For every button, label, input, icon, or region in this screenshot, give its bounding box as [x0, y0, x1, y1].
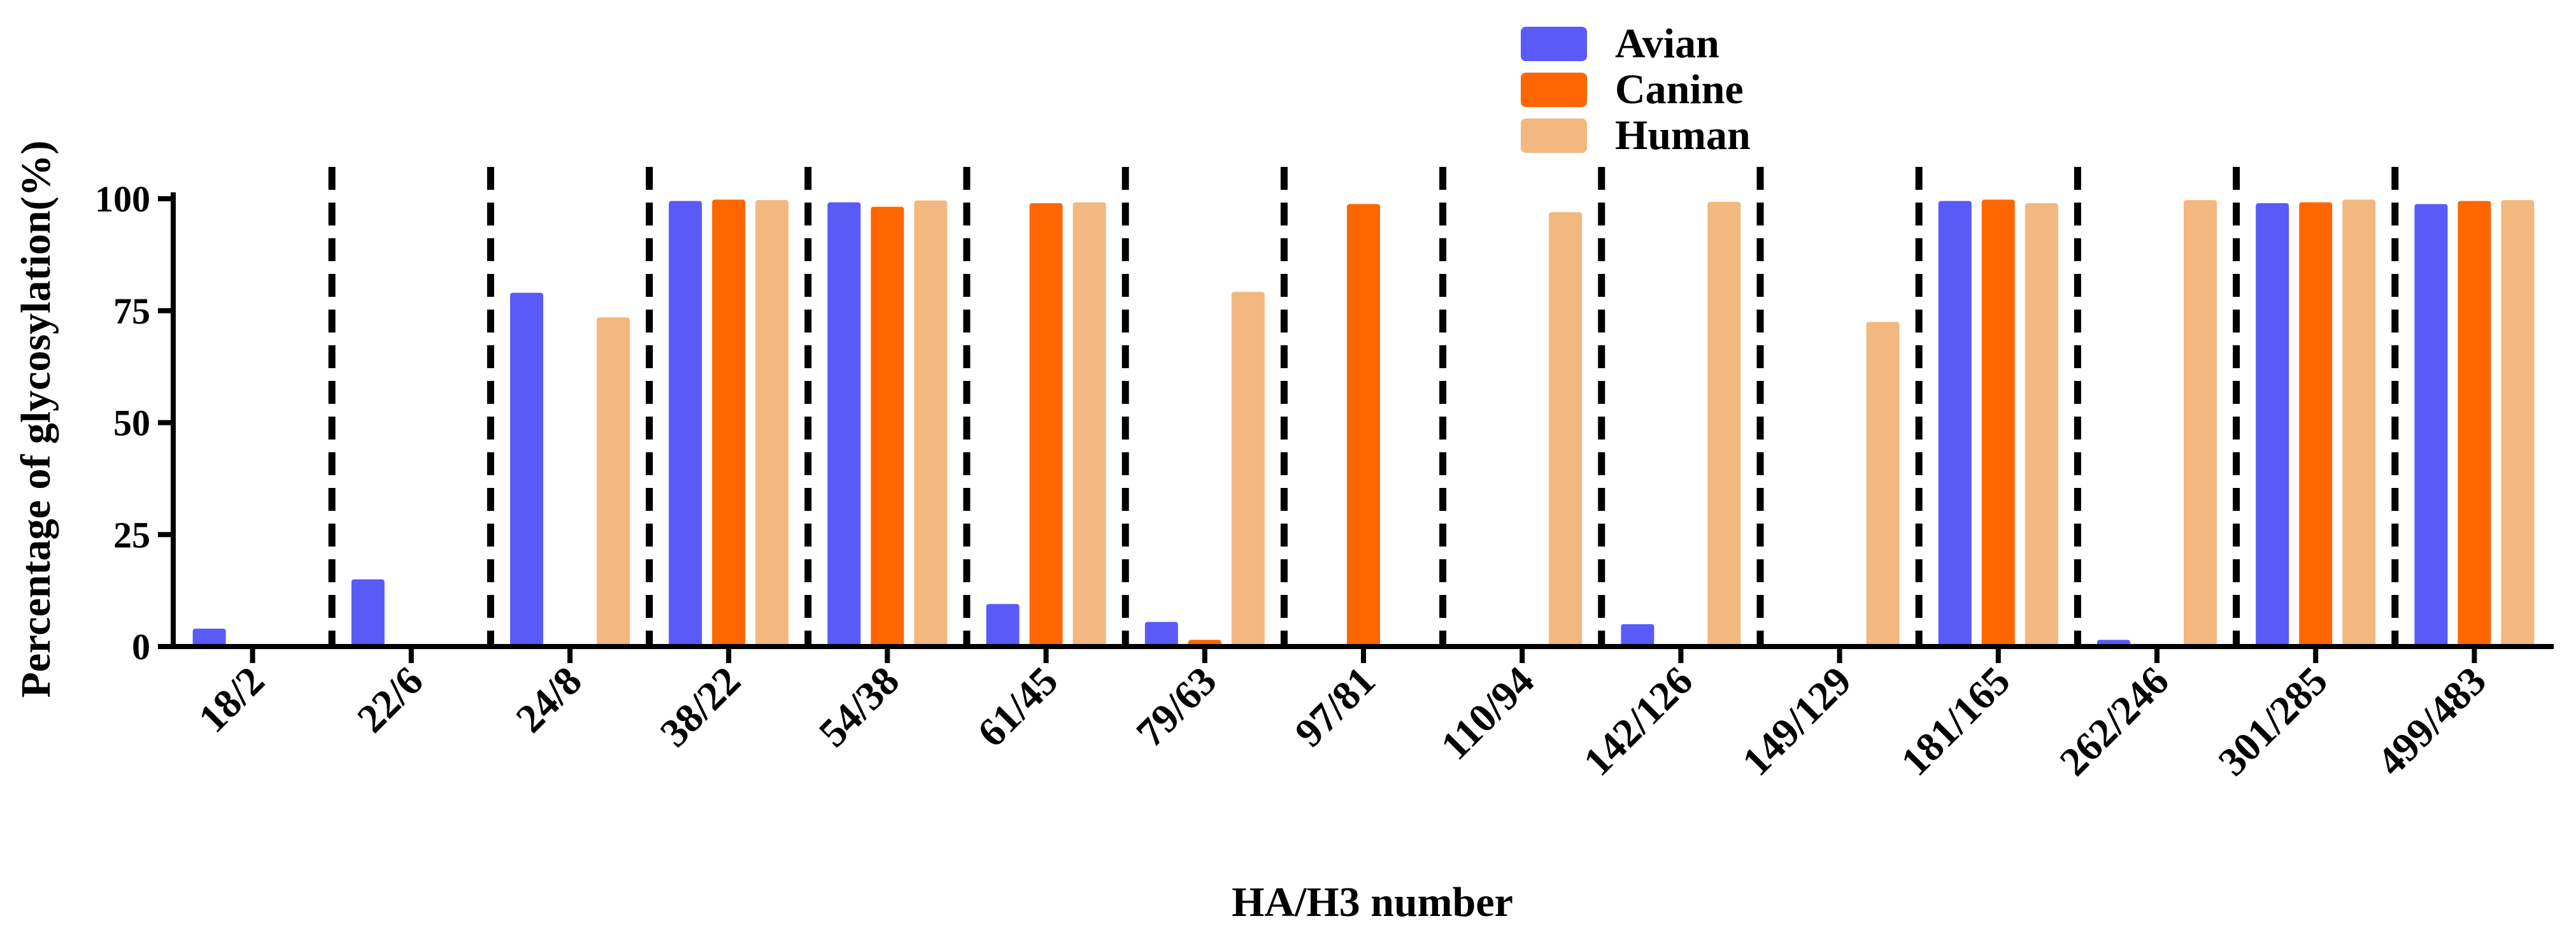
bar-avian-79-63: [1144, 622, 1178, 647]
y-tick-label: 75: [113, 290, 150, 332]
x-tick-label: 149/129: [1733, 658, 1860, 785]
group-dividers: [328, 167, 2399, 647]
bar-canine-54-38: [871, 206, 904, 647]
bar-avian-18-2: [192, 628, 226, 647]
bar-human-54-38: [914, 200, 948, 647]
bar-canine-301-285: [2299, 202, 2333, 647]
x-tick-label: 142/126: [1575, 658, 1702, 785]
legend-swatch-avian: [1521, 27, 1587, 61]
bar-avian-499-483: [2414, 204, 2448, 647]
bar-canine-38-22: [712, 199, 746, 647]
bars-layer: [192, 199, 2535, 647]
bar-human-61-45: [1072, 202, 1106, 647]
y-tick-label: 50: [113, 403, 150, 444]
bar-human-301-285: [2342, 199, 2376, 647]
bar-avian-301-285: [2256, 203, 2289, 647]
x-tick-label: 181/165: [1892, 658, 2019, 785]
bar-avian-22-6: [351, 579, 385, 647]
bar-human-499-483: [2501, 200, 2535, 647]
x-axis-title: HA/H3 number: [1232, 879, 1513, 926]
x-tick-label: 262/246: [2051, 658, 2177, 785]
bar-human-79-63: [1231, 292, 1265, 647]
x-tick-label: 61/45: [969, 658, 1066, 755]
bar-human-149-129: [1866, 322, 1900, 647]
bar-avian-142-126: [1621, 624, 1654, 647]
y-tick-label: 0: [132, 626, 150, 668]
bar-human-38-22: [755, 200, 789, 647]
legend-label-human: Human: [1615, 112, 1751, 159]
bar-human-24-8: [597, 317, 630, 647]
bar-human-142-126: [1707, 201, 1741, 647]
bar-avian-61-45: [986, 604, 1020, 647]
bar-canine-97-81: [1347, 204, 1380, 647]
bar-canine-499-483: [2458, 201, 2491, 647]
y-ticks: 0 25 50 75 100: [95, 178, 173, 668]
x-tick-label: 18/2: [190, 658, 273, 741]
y-axis-title: Percentage of glycosylation(%): [13, 141, 59, 698]
bar-human-110-94: [1549, 212, 1583, 647]
bar-human-181-165: [2025, 203, 2058, 647]
bar-avian-181-165: [1938, 201, 1972, 647]
legend-swatch-canine: [1521, 73, 1587, 107]
legend-label-avian: Avian: [1615, 20, 1719, 67]
legend-label-canine: Canine: [1615, 66, 1744, 113]
bar-canine-61-45: [1029, 203, 1063, 647]
x-ticks: 18/2 22/6 24/8 38/22 54/38 61/45 79/63 97/81 110…: [190, 647, 2494, 784]
y-tick-label: 100: [95, 178, 150, 220]
y-tick-label: 25: [113, 514, 150, 555]
x-tick-label: 38/22: [651, 658, 749, 755]
x-tick-label: 54/38: [810, 658, 907, 755]
x-tick-label: 499/483: [2368, 658, 2495, 785]
x-tick-label: 301/285: [2210, 658, 2337, 785]
x-tick-label: 79/63: [1127, 658, 1225, 755]
legend-swatch-human: [1521, 118, 1587, 153]
bar-avian-54-38: [827, 202, 861, 647]
x-tick-label: 24/8: [507, 658, 590, 741]
bar-avian-38-22: [669, 201, 702, 647]
x-tick-label: 110/94: [1432, 658, 1542, 768]
x-tick-label: 22/6: [348, 658, 432, 741]
bar-canine-181-165: [1981, 199, 2015, 647]
bar-human-262-246: [2184, 200, 2217, 647]
bar-avian-24-8: [510, 292, 543, 647]
x-tick-label: 97/81: [1286, 658, 1384, 755]
